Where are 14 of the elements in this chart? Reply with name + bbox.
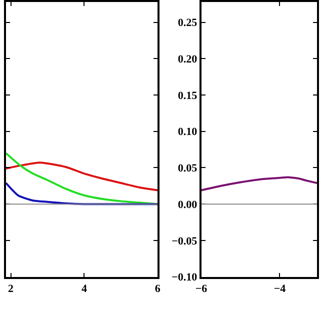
x-tick-label: 2 (8, 283, 14, 296)
x-tick-label: 6 (154, 283, 161, 296)
line-series (201, 176, 317, 192)
x-tick-label: −4 (274, 283, 286, 296)
x-tick-label: −6 (195, 283, 208, 296)
y-tick-label: 0.00 (178, 198, 198, 211)
y-tick-label: −0.10 (172, 272, 198, 284)
y-tick-label: 0.05 (178, 162, 198, 175)
y-tick-label: −0.05 (172, 235, 198, 248)
y-tick-label: 0.20 (178, 54, 198, 66)
y-tick-label: 0.10 (178, 126, 198, 138)
y-tick-label: 0.15 (178, 90, 198, 102)
x-tick-label: 4 (81, 283, 88, 296)
y-tick-label: 0.25 (178, 17, 198, 30)
